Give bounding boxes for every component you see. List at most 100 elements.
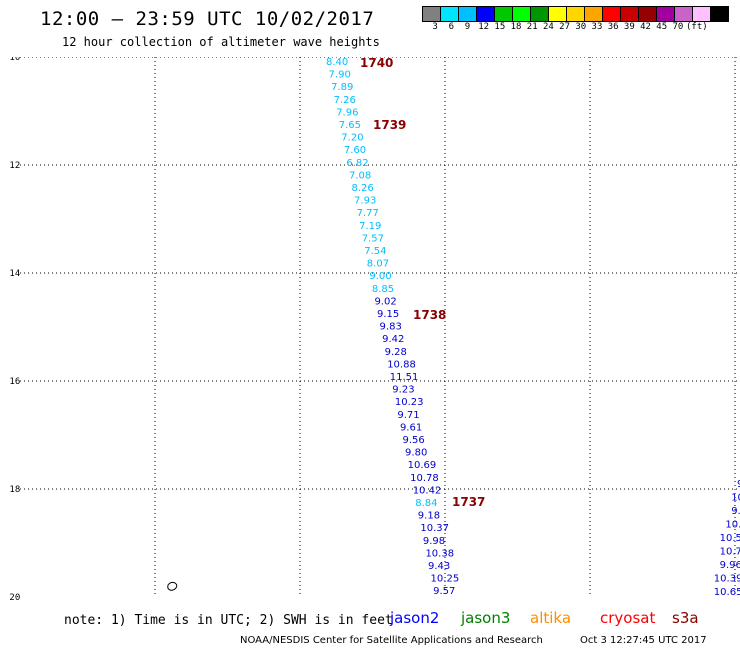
pass-time-label: 1737 [452, 495, 485, 509]
scale-swatch-7 [548, 6, 567, 22]
wave-height-label: 7.90 [329, 70, 351, 81]
wave-height-label: 9.57 [433, 586, 455, 597]
wave-height-label: 8.07 [367, 259, 389, 270]
scale-swatch-16 [710, 6, 729, 22]
satellite-s3a: s3a [672, 609, 699, 627]
scale-label: 3 [432, 22, 438, 32]
satellite-jason3: jason3 [461, 609, 511, 627]
wave-height-label: 9.28 [385, 347, 407, 358]
credit-text: NOAA/NESDIS Center for Satellite Applica… [240, 635, 543, 646]
page-subtitle: 12 hour collection of altimeter wave hei… [62, 35, 380, 49]
color-scale-legend [422, 6, 729, 22]
scale-swatch-1 [440, 6, 459, 22]
y-tick-label: -18 [10, 485, 20, 495]
wave-height-label: 9.80 [405, 448, 427, 459]
wave-height-label: 9.98 [423, 536, 445, 547]
wave-height-label: 10.42 [413, 485, 442, 496]
wave-height-label-edge: 9 [737, 479, 740, 490]
satellite-cryosat: cryosat [600, 609, 656, 627]
wave-height-label: 10.37 [420, 523, 449, 534]
scale-swatch-9 [584, 6, 603, 22]
wave-height-map: 606366697275-10-12-14-16-18-208.407.907.… [10, 57, 740, 602]
wave-height-label: 7.93 [354, 196, 376, 207]
wave-height-label: 9.00 [369, 271, 391, 282]
y-tick-label: -14 [10, 269, 20, 279]
wave-height-label: 9.02 [374, 296, 396, 307]
wave-height-label-edge: 9.96 [720, 560, 740, 571]
scale-swatch-5 [512, 6, 531, 22]
color-scale-labels: 3 6 9 12 15 18 21 24 27 30 33 36 39 42 45 70 (ft) [427, 22, 708, 32]
wave-height-label: 9.15 [377, 309, 399, 320]
scale-swatch-14 [674, 6, 693, 22]
wave-height-label-edge: 10 [731, 493, 740, 504]
wave-height-label: 10.38 [425, 548, 454, 559]
wave-height-label: 9.61 [400, 422, 422, 433]
y-tick-label: -10 [10, 57, 20, 63]
wave-height-label: 11.51 [390, 372, 419, 383]
wave-height-label-edge: 9. [731, 506, 740, 517]
wave-height-label: 10.88 [387, 359, 416, 370]
wave-height-label: 8.85 [372, 284, 394, 295]
wave-height-label-edge: 10.5 [720, 533, 740, 544]
wave-height-label: 7.26 [334, 95, 356, 106]
wave-height-label: 7.20 [341, 133, 363, 144]
wave-height-label: 9.71 [397, 410, 419, 421]
scale-label: 70 [672, 22, 684, 32]
scale-swatch-6 [530, 6, 549, 22]
footer-note: note: 1) Time is in UTC; 2) SWH is in fe… [64, 613, 393, 628]
wave-height-label: 7.89 [331, 82, 353, 93]
wave-height-label: 10.69 [408, 460, 437, 471]
scale-label: 45 [656, 22, 668, 32]
scale-swatch-10 [602, 6, 621, 22]
satellite-altika: altika [530, 609, 572, 627]
scale-label: 15 [494, 22, 506, 32]
wave-height-label: 7.57 [362, 233, 384, 244]
wave-height-label: 8.26 [352, 183, 374, 194]
scale-swatch-11 [620, 6, 639, 22]
y-tick-label: -12 [10, 161, 20, 171]
wave-height-label: 9.42 [382, 334, 404, 345]
wave-height-label: 7.54 [364, 246, 386, 257]
scale-label: 36 [607, 22, 619, 32]
wave-height-label: 7.19 [359, 221, 381, 232]
wave-height-label: 8.40 [326, 57, 348, 68]
scale-label: 9 [464, 22, 471, 32]
wave-height-label: 9.23 [392, 385, 414, 396]
wave-height-label-edge: 10.65 [714, 587, 740, 598]
wave-height-label: 6.82 [346, 158, 368, 169]
scale-swatch-4 [494, 6, 513, 22]
y-tick-label: -16 [10, 377, 20, 387]
satellite-jason2: jason2 [390, 609, 440, 627]
scale-label: (ft) [686, 22, 708, 32]
wave-height-label-edge: 10. [725, 520, 740, 531]
wave-height-label: 7.77 [357, 208, 379, 219]
wave-height-label: 7.08 [349, 170, 371, 181]
wave-height-label: 9.83 [380, 322, 402, 333]
wave-height-label-edge: 10.7 [720, 547, 740, 558]
scale-label: 18 [510, 22, 522, 32]
scale-label: 39 [623, 22, 635, 32]
wave-height-label: 10.23 [395, 397, 424, 408]
generation-date: Oct 3 12:27:45 UTC 2017 [580, 635, 707, 646]
pass-time-label: 1739 [373, 118, 406, 132]
wave-height-label: 7.96 [336, 107, 358, 118]
scale-label: 21 [526, 22, 538, 32]
scale-swatch-13 [656, 6, 675, 22]
scale-swatch-3 [476, 6, 495, 22]
scale-label: 12 [478, 22, 490, 32]
scale-swatch-2 [458, 6, 477, 22]
wave-height-label: 7.65 [339, 120, 361, 131]
scale-swatch-8 [566, 6, 585, 22]
wave-height-label: 7.60 [344, 145, 366, 156]
y-tick-label: -20 [10, 593, 20, 602]
page-title: 12:00 – 23:59 UTC 10/02/2017 [40, 8, 375, 30]
scale-swatch-0 [422, 6, 441, 22]
pass-time-label: 1738 [413, 308, 446, 322]
scale-swatch-15 [692, 6, 711, 22]
scale-swatch-12 [638, 6, 657, 22]
scale-label: 33 [591, 22, 603, 32]
wave-height-label: 10.25 [431, 574, 460, 585]
wave-height-label: 8.84 [415, 498, 437, 509]
scale-label: 6 [448, 22, 454, 32]
wave-height-label-edge: 10.39 [714, 574, 740, 585]
